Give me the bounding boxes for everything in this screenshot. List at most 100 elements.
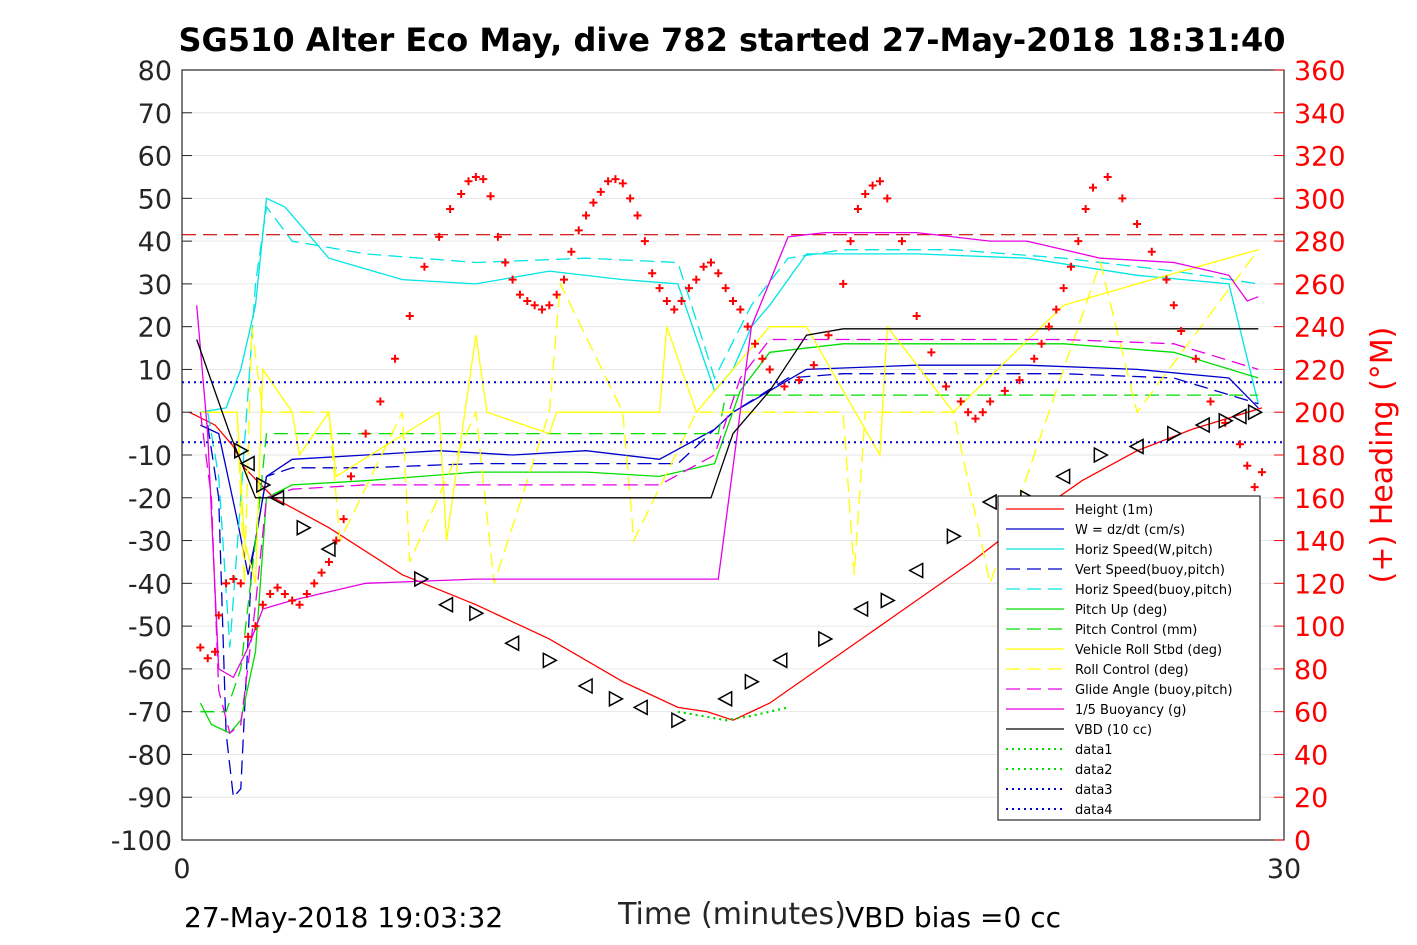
legend-entry: Roll Control (deg) (1075, 663, 1189, 678)
heading-point (1133, 220, 1142, 228)
depth-point (1167, 425, 1183, 442)
heading-point (405, 311, 414, 320)
depth-point (717, 690, 733, 708)
y-tick-label: 40 (138, 227, 172, 258)
depth-point (320, 540, 336, 558)
y2-tick-label: 340 (1294, 99, 1346, 130)
heading-point (530, 301, 539, 310)
heading-point (971, 414, 980, 423)
heading-point (545, 301, 554, 310)
y2-tick-label: 80 (1294, 655, 1328, 686)
heading-point (266, 590, 275, 599)
depth-point (981, 493, 997, 511)
legend-entry: Pitch Up (deg) (1075, 603, 1167, 618)
y2-tick-label: 140 (1294, 527, 1346, 558)
depth-point (1247, 403, 1264, 421)
y2-tick-label: 40 (1294, 740, 1328, 771)
heading-point (1037, 339, 1046, 348)
chart-title: SG510 Alter Eco May, dive 782 started 27… (178, 21, 1285, 59)
y-tick-label: 10 (138, 355, 172, 386)
heading-point (655, 284, 664, 293)
heading-point (912, 311, 921, 320)
depth-point (234, 442, 250, 459)
heading-point (332, 536, 341, 545)
heading-point (486, 192, 495, 201)
heading-point (324, 557, 333, 566)
heading-point (986, 397, 995, 406)
heading-point (868, 181, 877, 190)
heading-point (1052, 305, 1061, 314)
heading-point (706, 258, 715, 267)
heading-point (633, 211, 642, 220)
heading-point (964, 408, 973, 417)
depth-point (1093, 446, 1109, 464)
y-tick-label: 60 (138, 142, 172, 173)
heading-point (317, 568, 326, 577)
heading-point (596, 187, 605, 196)
y-tick-label: 20 (138, 313, 172, 344)
legend-entry: VBD (10 cc) (1075, 723, 1152, 738)
depth-point (1194, 416, 1210, 434)
heading-point (273, 583, 282, 592)
heading-point (1118, 194, 1127, 203)
heading-point (1243, 461, 1252, 470)
y2-tick-label: 0 (1294, 826, 1311, 857)
heading-point (721, 284, 730, 293)
depth-markers (234, 403, 1264, 729)
y-tick-label: -60 (128, 655, 172, 686)
y2-tick-label: 300 (1294, 184, 1346, 215)
depth-point (852, 600, 869, 618)
depth-point (542, 652, 558, 669)
y2-tick-label: 200 (1294, 398, 1346, 429)
depth-point (632, 699, 648, 716)
heading-point (1169, 301, 1178, 310)
heading-point (339, 515, 348, 524)
y2-tick-label: 260 (1294, 270, 1346, 301)
heading-point (222, 579, 231, 588)
heading-point (1081, 205, 1090, 214)
legend-entry: W = dz/dt (cm/s) (1075, 523, 1185, 538)
heading-point (714, 269, 723, 278)
y-axis-left: 80 70 60 50 40 30 20 10 0 -10 -20 -30 -40 -50 -60 -70 -8… (111, 56, 192, 857)
heading-point (552, 290, 561, 299)
depth-point (946, 528, 962, 545)
heading-point (361, 429, 370, 438)
heading-point (251, 622, 260, 631)
heading-point (391, 354, 400, 363)
depth-point (880, 592, 896, 609)
y-tick-label: -100 (111, 826, 172, 857)
heading-point (751, 339, 760, 348)
heading-point (236, 579, 245, 588)
y-axis-right: 3603403203002802602402202001801601401201… (1274, 56, 1346, 857)
heading-point (1162, 275, 1171, 284)
y2-tick-label: 160 (1294, 484, 1346, 515)
heading-point (1103, 172, 1112, 181)
series-line-10 (196, 231, 1259, 679)
heading-point (1257, 468, 1266, 477)
footer-vbd-bias: VBD bias =0 cc (845, 901, 1061, 934)
x-tick-label: 30 (1267, 854, 1301, 885)
heading-point (515, 290, 524, 299)
y-tick-label: -10 (128, 441, 172, 472)
heading-point (1147, 247, 1156, 256)
heading-point (861, 190, 870, 199)
heading-point (640, 237, 649, 246)
heading-point (457, 190, 466, 199)
y2-tick-label: 20 (1294, 783, 1328, 814)
heading-point (1044, 322, 1053, 331)
heading-point (853, 205, 862, 214)
heading-point (203, 654, 212, 663)
heading-point (1015, 376, 1024, 385)
heading-point (1030, 354, 1039, 363)
legend-entry: Glide Angle (buoy,pitch) (1075, 683, 1233, 698)
heading-point (692, 275, 701, 284)
y2-tick-label: 60 (1294, 698, 1328, 729)
heading-point (1074, 237, 1083, 246)
heading-point (229, 575, 238, 584)
y2-axis-label: (+) Heading (°M) (1365, 327, 1400, 584)
x-axis: 0 30 (173, 830, 1301, 885)
heading-point (1000, 386, 1009, 395)
heading-point (1066, 262, 1075, 271)
series-line-11 (196, 328, 1259, 499)
legend-entry: data3 (1075, 783, 1113, 798)
